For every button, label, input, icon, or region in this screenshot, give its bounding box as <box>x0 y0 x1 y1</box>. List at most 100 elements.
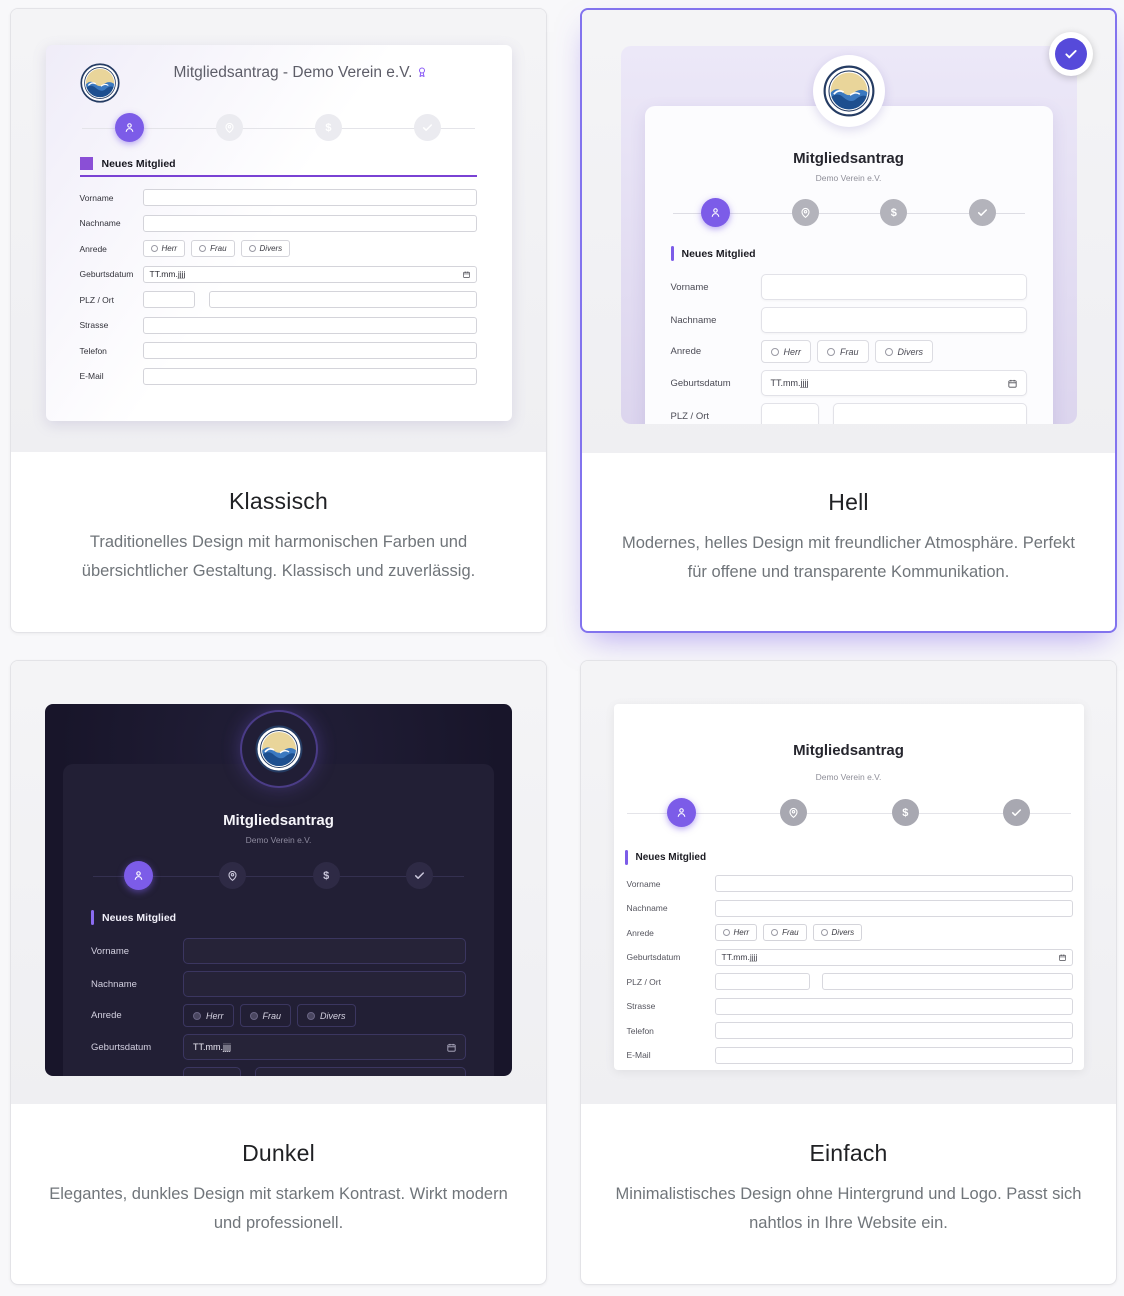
form-row-email: E-Mail <box>625 1046 1073 1064</box>
radio-label: Herr <box>206 1010 224 1021</box>
form-row-geburtsdatum: Geburtsdatum TT.mm.jjjj <box>671 370 1027 396</box>
calendar-icon <box>447 1042 456 1052</box>
form-row-plz-ort: PLZ / Ort <box>91 1067 466 1076</box>
step-payment-icon: $ <box>891 799 919 826</box>
date-placeholder: TT.mm.jjjj <box>770 378 809 388</box>
form-card: Mitgliedsantrag Demo Verein e.V. $ Neues… <box>63 764 494 1076</box>
geburtsdatum-input: TT.mm.jjjj <box>760 370 1027 396</box>
step-location-icon <box>219 862 247 889</box>
plz-input <box>183 1067 241 1076</box>
theme-card-hell[interactable]: Mitgliedsantrag Demo Verein e.V. $ Neues… <box>580 8 1117 633</box>
theme-info: Hell Modernes, helles Design mit freundl… <box>582 453 1115 588</box>
form-row-anrede: Anrede Herr Frau Divers <box>91 1004 466 1027</box>
step-confirm-icon <box>1003 799 1031 826</box>
field-label: Vorname <box>79 192 114 203</box>
step-confirm-icon <box>968 199 996 226</box>
progress-stepper: $ <box>671 198 1027 227</box>
radio-label: Frau <box>782 928 799 937</box>
radio-divers: Divers <box>297 1004 356 1027</box>
form-row-telefon: Telefon <box>625 1022 1073 1039</box>
club-logo-icon <box>80 63 120 103</box>
form-row-telefon: Telefon <box>80 342 477 359</box>
selected-badge <box>1049 32 1093 76</box>
radio-label: Herr <box>733 928 750 937</box>
section-marker <box>91 910 94 925</box>
ort-input <box>208 291 477 308</box>
form-card: Mitgliedsantrag Demo Verein e.V. $ Neues… <box>644 106 1053 424</box>
radio-herr: Herr <box>714 924 758 941</box>
nachname-input <box>142 214 477 232</box>
strasse-input <box>142 316 477 334</box>
theme-title: Einfach <box>809 1140 888 1166</box>
form-preview: Mitgliedsantrag Demo Verein e.V. $ Neues… <box>45 704 512 1076</box>
radio-herr: Herr <box>760 340 811 363</box>
theme-info: Einfach Minimalistisches Design ohne Hin… <box>581 1104 1116 1239</box>
plz-input <box>714 973 810 990</box>
form-preview: Mitgliedsantrag - Demo Verein e.V. $ Neu… <box>45 45 512 421</box>
radio-herr: Herr <box>142 240 186 257</box>
form-row-anrede: Anrede Herr Frau Divers <box>671 340 1027 363</box>
field-label: Strasse <box>79 320 109 330</box>
section-title: Neues Mitglied <box>102 911 177 924</box>
radio-divers: Divers <box>874 340 934 363</box>
form-preview: Mitgliedsantrag Demo Verein e.V. $ Neues… <box>613 704 1084 1070</box>
form-row-plz-ort: PLZ / Ort <box>671 403 1027 424</box>
section-marker <box>624 850 628 865</box>
form-row-nachname: Nachname <box>91 971 466 997</box>
theme-card-klassisch[interactable]: Mitgliedsantrag - Demo Verein e.V. $ Neu… <box>10 8 547 633</box>
radio-icon <box>150 245 158 252</box>
radio-icon <box>199 245 207 252</box>
radio-icon <box>770 347 779 356</box>
form-row-vorname: Vorname <box>671 274 1027 300</box>
step-person-icon <box>701 198 731 227</box>
form-title-text: Mitgliedsantrag - Demo Verein e.V. <box>173 64 413 81</box>
theme-info: Dunkel Elegantes, dunkles Design mit sta… <box>11 1104 546 1239</box>
radio-label: Divers <box>831 928 855 937</box>
theme-card-einfach[interactable]: Mitgliedsantrag Demo Verein e.V. $ Neues… <box>580 660 1117 1285</box>
vorname-input <box>142 189 477 206</box>
field-label: Geburtsdatum <box>626 952 681 962</box>
form-title: Mitgliedsantrag <box>793 150 904 167</box>
radio-label: Frau <box>840 346 859 357</box>
form-row-nachname: Nachname <box>79 214 477 232</box>
field-label: Anrede <box>670 346 702 357</box>
radio-label: Divers <box>897 346 924 357</box>
section-header: Neues Mitglied <box>79 157 477 177</box>
radio-icon <box>884 347 893 356</box>
radio-icon <box>307 1011 316 1020</box>
award-icon <box>419 67 426 77</box>
club-logo-icon <box>823 65 875 117</box>
form-row-anrede: Anrede Herr Frau Divers <box>80 240 477 257</box>
theme-preview-klassisch: Mitgliedsantrag - Demo Verein e.V. $ Neu… <box>11 9 546 452</box>
field-label: Geburtsdatum <box>79 269 134 279</box>
geburtsdatum-input: TT.mm.jjjj <box>142 265 477 283</box>
field-label: Anrede <box>79 243 107 254</box>
radio-label: Divers <box>320 1010 346 1021</box>
step-person-icon <box>666 798 696 827</box>
radio-label: Frau <box>262 1010 282 1021</box>
radio-icon <box>249 1011 258 1020</box>
step-location-icon <box>216 114 244 141</box>
radio-icon <box>827 347 835 356</box>
logo-circle <box>241 712 316 786</box>
section-title: Neues Mitglied <box>101 157 176 170</box>
theme-card-dunkel[interactable]: Mitgliedsantrag Demo Verein e.V. $ Neues… <box>10 660 547 1285</box>
form-row-geburtsdatum: Geburtsdatum TT.mm.jjjj <box>625 948 1073 966</box>
theme-description: Traditionelles Design mit harmonischen F… <box>81 533 476 581</box>
form-row-nachname: Nachname <box>671 307 1027 333</box>
step-person-icon <box>115 113 145 142</box>
ort-input <box>832 403 1027 424</box>
radio-frau: Frau <box>763 924 807 941</box>
radio-label: Frau <box>210 244 227 253</box>
theme-description: Elegantes, dunkles Design mit starkem Ko… <box>49 1185 508 1233</box>
calendar-icon <box>462 270 470 278</box>
calendar-icon <box>1058 953 1066 961</box>
step-payment-icon: $ <box>880 199 908 226</box>
progress-stepper: $ <box>80 113 477 142</box>
section-title: Neues Mitglied <box>681 247 756 260</box>
radio-divers: Divers <box>812 924 863 941</box>
nachname-input <box>183 971 466 997</box>
theme-preview-einfach: Mitgliedsantrag Demo Verein e.V. $ Neues… <box>581 661 1116 1104</box>
form-row-strasse: Strasse <box>625 997 1073 1015</box>
field-label: Nachname <box>79 218 121 228</box>
